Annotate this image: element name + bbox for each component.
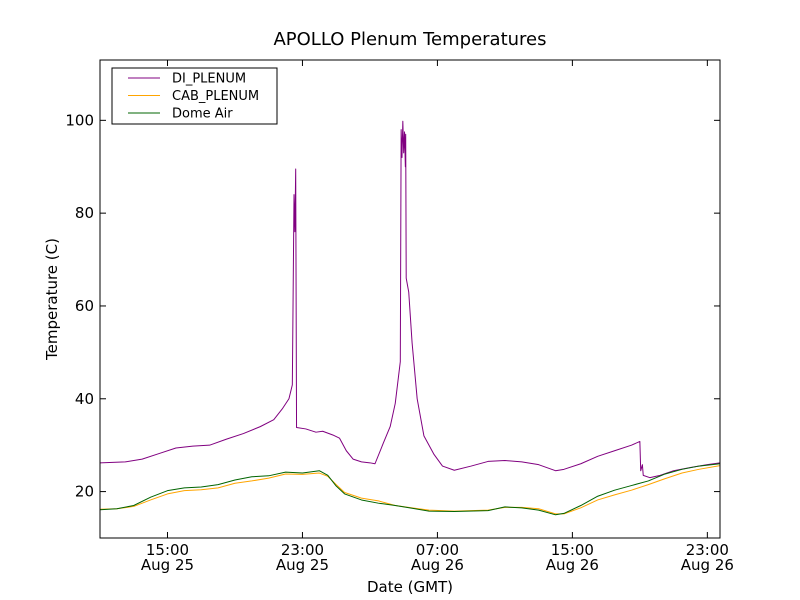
x-tick-label-date: Aug 26 [546, 556, 599, 574]
x-tick-label-time: 23:00 [281, 541, 324, 559]
y-tick-label: 60 [75, 297, 94, 315]
x-tick-label-date: Aug 25 [141, 556, 194, 574]
x-tick-label-date: Aug 25 [276, 556, 329, 574]
x-axis-label: Date (GMT) [367, 578, 453, 596]
y-axis-label: Temperature (C) [43, 238, 61, 361]
chart-title: APOLLO Plenum Temperatures [273, 29, 546, 50]
series-line-di-plenum [100, 120, 720, 479]
x-tick-label-time: 15:00 [551, 541, 594, 559]
y-tick-label: 20 [75, 483, 94, 501]
plot-frame [99, 59, 721, 539]
legend: DI_PLENUM CAB_PLENUM Dome Air [111, 67, 278, 125]
x-tick-label-time: 23:00 [686, 541, 729, 559]
x-tick-label-time: 07:00 [416, 541, 459, 559]
y-tick-label: 100 [65, 111, 94, 129]
x-tick-label-time: 15:00 [146, 541, 189, 559]
plot-area [100, 120, 720, 516]
legend-label: Dome Air [172, 107, 233, 122]
series-line-dome-air [100, 463, 720, 516]
legend-label: CAB_PLENUM [172, 89, 259, 104]
x-tick-label-date: Aug 26 [411, 556, 464, 574]
legend-label: DI_PLENUM [172, 72, 246, 87]
series-line-cab-plenum [100, 465, 720, 515]
x-tick-label-date: Aug 26 [681, 556, 734, 574]
y-tick-label: 80 [75, 204, 94, 222]
y-tick-label: 40 [75, 390, 94, 408]
